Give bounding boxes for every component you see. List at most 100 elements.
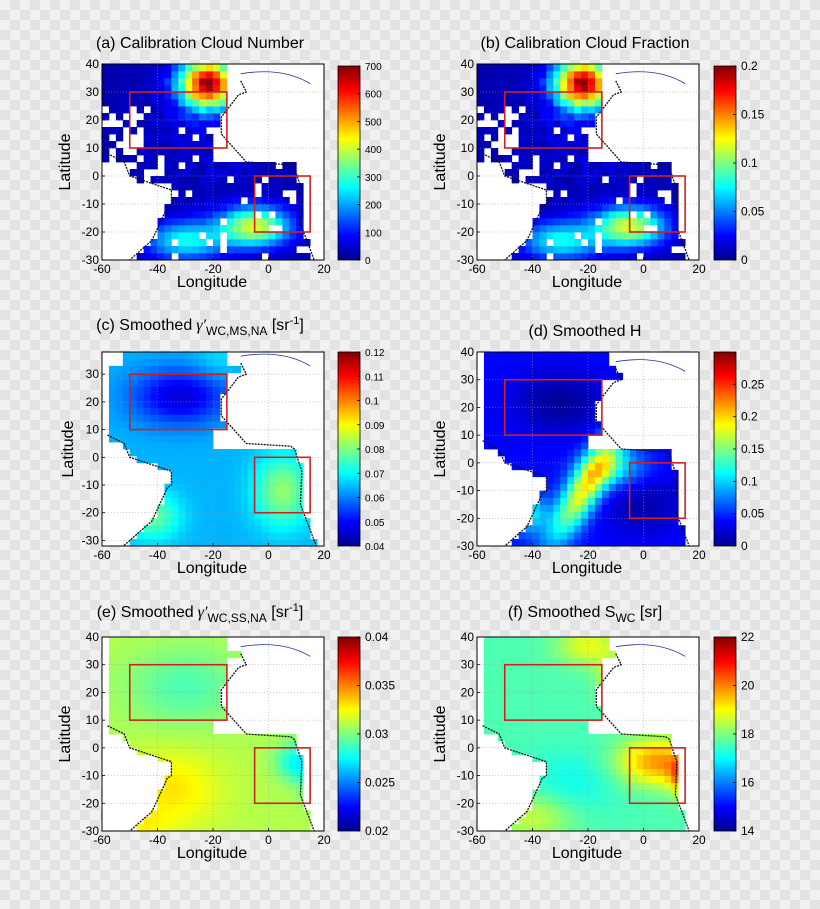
heatmap-cell [164, 810, 172, 818]
heatmap-cell [199, 824, 207, 832]
heatmap-cell [588, 379, 596, 388]
heatmap-cell [588, 218, 596, 226]
heatmap-cell [657, 162, 665, 170]
heatmap-cell [588, 685, 596, 693]
heatmap-cell [518, 435, 526, 443]
heatmap-cell [629, 232, 637, 240]
heatmap-cell [185, 637, 193, 645]
heatmap-cell [650, 796, 658, 804]
heatmap-cell [601, 817, 610, 825]
heatmap-cell [525, 685, 533, 693]
heatmap-cell [608, 747, 617, 756]
heatmap-cell [615, 789, 624, 797]
heatmap-cell [178, 706, 186, 714]
heatmap-cell [143, 386, 151, 394]
heatmap-cell [296, 796, 304, 804]
heatmap-cell [546, 796, 554, 804]
heatmap-cell [678, 253, 686, 261]
heatmap-cell [143, 747, 151, 756]
heatmap-cell [615, 449, 624, 457]
heatmap-cell [219, 761, 228, 770]
heatmap-cell [296, 518, 304, 526]
heatmap-cell [553, 713, 561, 721]
heatmap-cell [261, 525, 269, 533]
heatmap-cell [136, 365, 145, 374]
heatmap-cell [164, 775, 172, 783]
heatmap-cell [511, 455, 520, 464]
heatmap-cell [525, 155, 533, 163]
heatmap-cell [525, 134, 533, 142]
heatmap-cell [213, 768, 221, 776]
heatmap-cell [511, 824, 520, 832]
heatmap-cell [150, 148, 158, 156]
heatmap-cell [657, 176, 665, 184]
heatmap-cell [303, 824, 311, 832]
heatmap-cell [143, 678, 151, 686]
heatmap-cell [213, 169, 221, 177]
coastline-south-america [482, 440, 548, 547]
heatmap-cell [518, 817, 526, 825]
heatmap-cell [254, 455, 262, 464]
heatmap-cell [164, 176, 172, 184]
heatmap-cell [525, 435, 533, 443]
heatmap-cell [157, 134, 165, 142]
heatmap-cell [268, 740, 276, 749]
heatmap-cell [615, 511, 624, 519]
heatmap-cell [490, 720, 499, 728]
heatmap-cell [553, 239, 561, 247]
heatmap-cell [601, 532, 610, 540]
colorbar: 0.120.110.10.090.080.070.060.050.04 [337, 348, 385, 553]
heatmap-cell [567, 678, 575, 686]
heatmap-cell [567, 532, 575, 540]
heatmap-cell [226, 810, 235, 818]
heatmap-cell [588, 449, 596, 457]
heatmap-cell [171, 197, 179, 205]
heatmap-cell [546, 358, 554, 367]
heatmap-cell [483, 435, 492, 443]
heatmap-cell [608, 176, 617, 184]
heatmap-cell [254, 525, 262, 533]
heatmap-cell [171, 113, 179, 121]
heatmap-cell [178, 113, 186, 121]
heatmap-cell [553, 525, 561, 533]
heatmap-cell [282, 532, 290, 540]
heatmap-cell [157, 78, 165, 86]
x-tick-label: -20 [579, 262, 597, 276]
heatmap-cell [157, 637, 165, 645]
heatmap-cell [532, 637, 540, 645]
heatmap-cell [226, 469, 235, 478]
heatmap-cell [289, 810, 297, 818]
heatmap-cell [657, 232, 665, 240]
heatmap-cell [553, 246, 561, 254]
heatmap-cell [532, 449, 540, 457]
heatmap-cell [185, 134, 193, 142]
heatmap-cell [483, 99, 492, 107]
heatmap-cell [601, 637, 610, 645]
heatmap-cell [108, 92, 117, 100]
heatmap-cell [164, 421, 172, 429]
heatmap-cell [289, 789, 297, 797]
heatmap-cell [588, 740, 596, 749]
heatmap-cell [226, 197, 235, 205]
heatmap-cell [553, 497, 561, 505]
heatmap-cell [206, 727, 214, 735]
heatmap-cell [594, 747, 603, 756]
heatmap-cell [143, 664, 151, 673]
heatmap-cell [171, 539, 179, 547]
heatmap-cell [560, 504, 568, 512]
heatmap-cell [671, 190, 679, 198]
heatmap-cell [574, 183, 582, 191]
heatmap-cell [108, 435, 117, 443]
heatmap-cell [594, 428, 603, 436]
y-tick-label: 0 [467, 741, 474, 755]
heatmap-cell [483, 352, 492, 360]
heatmap-cell [213, 775, 221, 783]
heatmap-cell [629, 761, 637, 770]
heatmap-cell [143, 525, 151, 533]
heatmap-cell [504, 706, 513, 714]
heatmap-cell [608, 211, 617, 219]
heatmap-cell [157, 127, 165, 135]
heatmap-cell [588, 92, 596, 100]
heatmap-cell [254, 462, 262, 471]
colorbar-tick-label: 0.25 [741, 377, 765, 391]
